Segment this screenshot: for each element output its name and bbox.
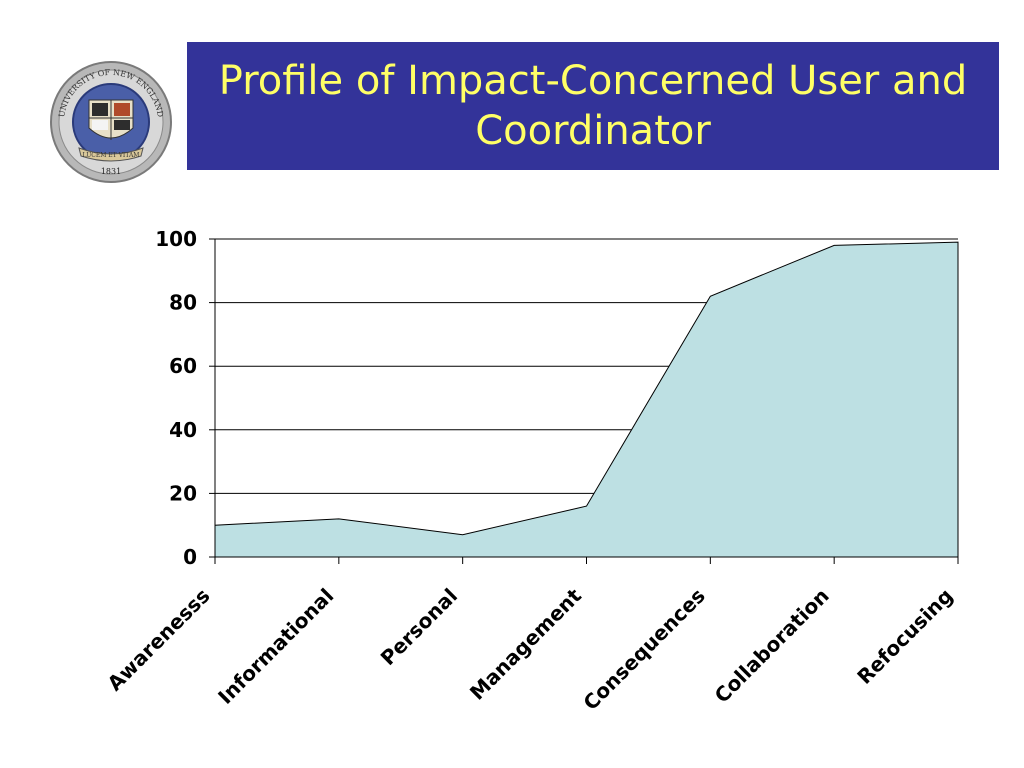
y-tick-label: 40	[169, 418, 197, 442]
seal-year: 1831	[101, 167, 121, 176]
y-tick-label: 100	[155, 227, 197, 251]
x-tick-label-collaboration: Collaboration	[710, 584, 834, 708]
slide-title: Profile of Impact-Concerned User and Coo…	[218, 58, 968, 154]
y-tick-labels: 0 20 40 60 80 100	[155, 227, 197, 569]
area-fill	[214, 241, 959, 558]
title-banner: Profile of Impact-Concerned User and Coo…	[187, 42, 999, 170]
y-tick-label: 60	[169, 354, 197, 378]
seal-ribbon-text: LUCEM ET VITAM	[83, 152, 140, 159]
x-tick-label-informational: Informational	[213, 584, 338, 709]
axes	[209, 238, 959, 564]
university-seal-logo: UNIVERSITY OF NEW ENGLAND LUCEM ET VITAM…	[44, 60, 178, 184]
x-tick-label-management: Management	[465, 583, 586, 704]
y-tick-label: 20	[169, 481, 197, 505]
y-tick-label: 0	[183, 545, 197, 569]
x-tick-label-awarenesss: Awarenesss	[103, 584, 215, 696]
x-tick-label-refocusing: Refocusing	[852, 584, 957, 689]
y-tick-label: 80	[169, 291, 197, 315]
area-series	[214, 241, 959, 558]
x-tick-label-consequences: Consequences	[578, 584, 709, 715]
x-tick-label-personal: Personal	[376, 584, 462, 670]
